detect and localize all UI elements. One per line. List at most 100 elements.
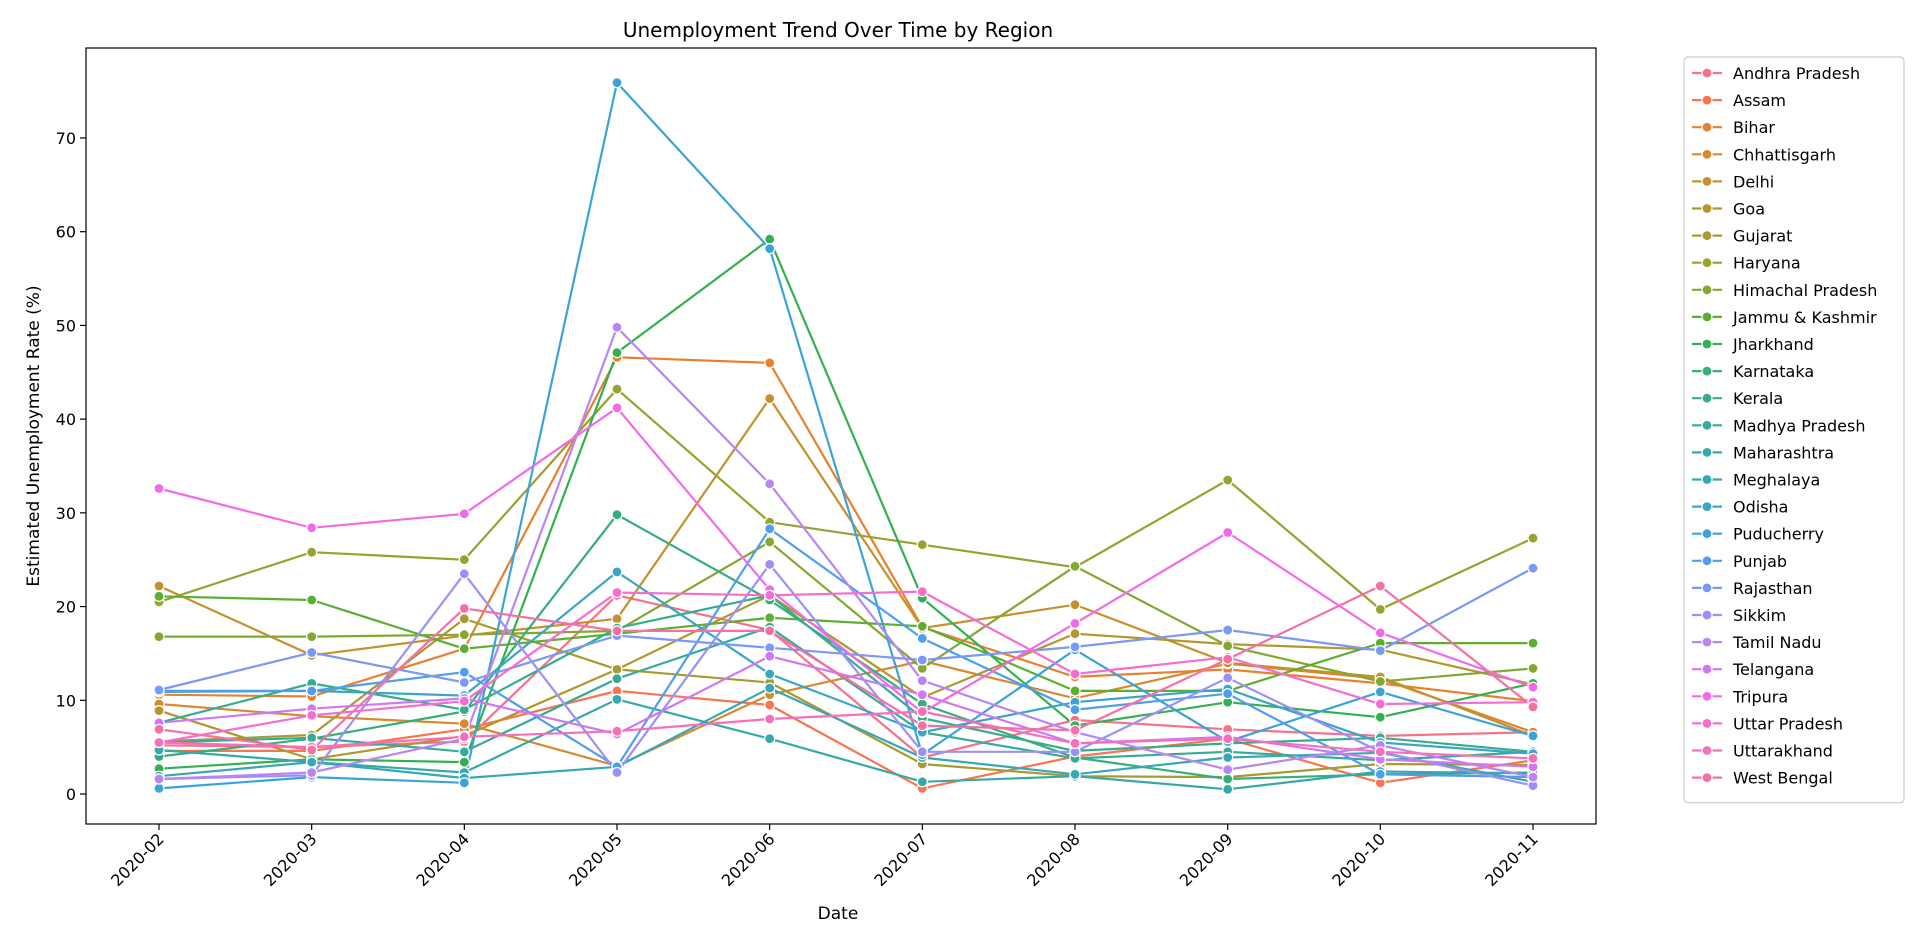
data-point — [153, 736, 165, 749]
data-point — [1069, 685, 1081, 697]
series-line — [158, 655, 1534, 768]
data-point — [764, 478, 776, 490]
data-point — [1527, 532, 1539, 544]
data-point — [458, 613, 470, 625]
data-point — [1069, 724, 1081, 736]
plot-frame — [85, 47, 1597, 825]
legend-label: Haryana — [1733, 254, 1801, 273]
series-line — [158, 686, 1534, 783]
data-point — [916, 632, 928, 645]
series-line — [158, 584, 1534, 752]
x-tick-label: 2020-04 — [412, 829, 473, 890]
legend-marker — [1701, 609, 1713, 621]
data-point — [458, 777, 470, 789]
legend-marker — [1701, 311, 1713, 323]
data-point — [153, 482, 165, 495]
y-tick-label: 20 — [56, 598, 76, 617]
series-line — [159, 540, 1534, 683]
x-tick-label: 2020-10 — [1328, 829, 1389, 890]
data-point — [1069, 628, 1081, 640]
legend-box — [1683, 56, 1905, 804]
legend-marker — [1701, 446, 1713, 458]
legend-marker — [1701, 338, 1713, 350]
legend-label: Gujarat — [1733, 227, 1792, 246]
data-point — [1069, 737, 1081, 750]
data-point — [1374, 675, 1386, 688]
legend-marker — [1701, 121, 1713, 133]
data-point — [458, 508, 470, 520]
legend-marker — [1701, 744, 1713, 757]
legend-label: Meghalaya — [1733, 471, 1820, 490]
data-point — [306, 744, 318, 756]
data-point — [764, 536, 776, 548]
legend-marker — [1701, 717, 1713, 730]
data-point — [1527, 637, 1539, 649]
legend-label: Delhi — [1733, 172, 1774, 191]
data-point — [1374, 746, 1386, 758]
y-tick-label: 70 — [56, 129, 76, 148]
y-tick-label: 0 — [66, 785, 76, 804]
data-point — [1222, 751, 1234, 764]
series-line — [158, 325, 1534, 781]
data-point — [1374, 698, 1386, 710]
data-point — [1374, 627, 1386, 639]
x-tick-label: 2020-11 — [1481, 829, 1542, 890]
legend-marker — [1701, 392, 1713, 404]
legend-marker — [1701, 636, 1713, 648]
data-point — [1374, 603, 1386, 616]
data-point — [306, 630, 318, 643]
data-point — [458, 756, 470, 768]
legend-marker — [1701, 230, 1713, 242]
data-point — [764, 713, 776, 725]
x-tick-label: 2020-07 — [870, 829, 931, 890]
legend-label: Uttarakhand — [1733, 742, 1833, 761]
x-tick-label: 2020-08 — [1023, 829, 1084, 890]
data-point — [306, 522, 318, 534]
data-point — [611, 402, 623, 414]
data-point — [153, 704, 165, 717]
legend-marker — [1701, 175, 1713, 187]
legend-marker — [1701, 473, 1713, 486]
data-point — [1222, 640, 1234, 652]
data-point — [153, 630, 165, 643]
data-point — [153, 773, 165, 785]
data-point — [458, 746, 470, 758]
data-point — [306, 685, 318, 697]
data-point — [1069, 668, 1081, 680]
data-point — [611, 566, 623, 578]
legend-label: Tamil Nadu — [1732, 633, 1822, 652]
series-line — [158, 710, 1534, 760]
series-line — [158, 567, 1534, 692]
legend-label: Assam — [1733, 91, 1786, 110]
data-point — [611, 725, 623, 737]
data-point — [611, 673, 623, 685]
legend-label: Himachal Pradesh — [1733, 281, 1877, 300]
data-point — [764, 523, 776, 535]
legend-label: Karnataka — [1733, 362, 1814, 381]
data-point — [764, 589, 776, 601]
data-point — [1069, 704, 1081, 716]
data-point — [1222, 624, 1234, 636]
data-point — [1069, 599, 1081, 611]
data-point — [611, 347, 623, 359]
data-point — [611, 321, 623, 333]
x-tick-label: 2020-03 — [260, 829, 321, 890]
data-point — [764, 668, 776, 680]
data-point — [458, 643, 470, 655]
series-line — [159, 689, 1534, 790]
legend-label: Odisha — [1733, 498, 1788, 517]
series-line — [158, 698, 1534, 791]
legend-label: Sikkim — [1733, 606, 1786, 625]
data-point — [611, 625, 623, 637]
y-tick-label: 40 — [56, 410, 76, 429]
data-point — [611, 766, 623, 779]
series-line — [158, 595, 1533, 693]
data-point — [153, 782, 165, 795]
data-point — [916, 746, 928, 758]
legend-marker — [1701, 690, 1713, 702]
data-point — [916, 620, 928, 632]
data-point — [764, 682, 776, 694]
legend-marker — [1701, 419, 1713, 431]
legend-marker — [1701, 582, 1713, 594]
